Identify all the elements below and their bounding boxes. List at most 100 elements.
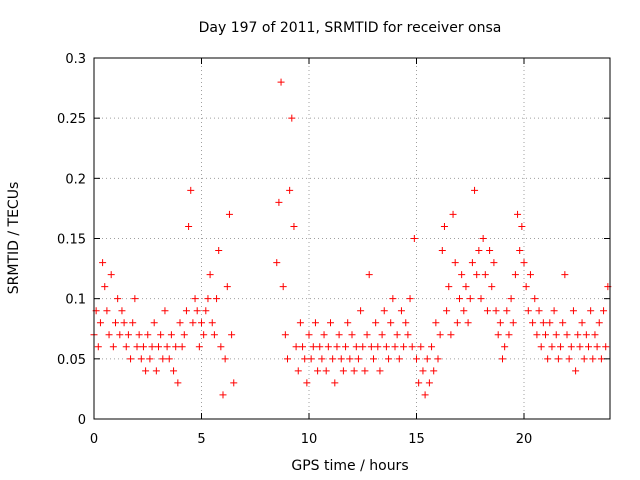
data-point — [359, 343, 367, 351]
data-point — [475, 247, 483, 255]
axis-ticks: 0 0.05 0.1 0.15 0.2 0.25 0.3 0 5 10 15 20 — [57, 52, 610, 447]
data-point — [602, 343, 610, 351]
data-point — [161, 307, 169, 315]
data-point — [320, 331, 328, 339]
y-tick-label: 0.05 — [57, 353, 86, 368]
data-point — [585, 343, 592, 351]
data-point — [367, 343, 375, 351]
data-point — [273, 259, 281, 267]
data-point — [443, 307, 451, 315]
data-point — [124, 331, 132, 339]
data-point — [284, 355, 291, 363]
data-point — [288, 114, 296, 122]
data-point — [554, 355, 562, 363]
data-point — [107, 271, 115, 279]
data-point — [99, 259, 107, 267]
y-tick-label: 0.15 — [57, 233, 86, 248]
data-point — [477, 295, 485, 303]
data-point — [533, 331, 541, 339]
data-point — [479, 235, 487, 242]
data-point — [148, 343, 156, 351]
data-point — [352, 343, 360, 351]
data-point — [372, 319, 380, 327]
data-point — [176, 319, 184, 327]
data-point — [114, 295, 122, 303]
plot-frame — [93, 57, 611, 420]
data-point — [582, 331, 590, 339]
data-point — [101, 283, 109, 291]
data-point — [182, 307, 190, 315]
data-point — [277, 78, 285, 86]
data-point — [544, 355, 552, 363]
data-point — [483, 307, 491, 315]
data-point — [118, 307, 126, 315]
data-point — [473, 271, 481, 279]
data-point — [305, 331, 313, 339]
data-point — [292, 343, 300, 351]
data-point — [350, 367, 358, 375]
data-point — [587, 307, 595, 315]
data-point — [516, 247, 524, 255]
data-point — [410, 235, 418, 242]
data-point — [180, 331, 188, 339]
data-point — [488, 283, 496, 291]
x-tick-label: 0 — [90, 432, 98, 447]
data-point — [432, 319, 440, 327]
data-point — [170, 367, 178, 375]
data-point — [109, 343, 117, 351]
data-point — [309, 343, 317, 351]
data-point — [303, 379, 311, 387]
data-point — [105, 331, 113, 339]
data-point — [434, 355, 442, 363]
data-point — [206, 271, 214, 279]
data-point — [370, 355, 377, 363]
data-point — [363, 331, 371, 339]
data-point — [462, 283, 470, 291]
data-point — [492, 307, 500, 315]
data-point — [557, 343, 565, 351]
y-tick-label: 0.3 — [65, 52, 86, 67]
data-point — [120, 319, 128, 327]
data-point — [324, 343, 332, 351]
data-point — [380, 307, 388, 315]
data-point — [307, 355, 315, 363]
data-point — [191, 295, 199, 303]
data-point — [348, 331, 356, 339]
y-tick-label: 0.25 — [57, 112, 86, 127]
data-point — [576, 343, 584, 351]
data-point — [460, 307, 468, 315]
data-point — [129, 319, 137, 327]
data-point — [311, 319, 319, 327]
data-point — [103, 307, 111, 315]
data-point — [591, 331, 599, 339]
data-point — [518, 222, 526, 230]
data-point — [137, 355, 145, 363]
data-point — [393, 331, 401, 339]
data-point — [423, 355, 431, 363]
data-point — [144, 331, 152, 339]
data-point — [202, 307, 210, 315]
data-point — [595, 319, 603, 327]
data-point — [157, 331, 165, 339]
data-point — [499, 355, 506, 363]
data-point — [481, 271, 489, 279]
data-point — [385, 355, 393, 363]
data-point — [391, 343, 399, 351]
data-point — [438, 247, 446, 255]
data-point — [215, 247, 223, 255]
data-point — [514, 210, 522, 218]
data-point — [395, 355, 403, 363]
gridlines — [94, 58, 610, 419]
y-tick-label: 0 — [78, 413, 86, 428]
data-point — [404, 331, 412, 339]
data-point — [342, 343, 350, 351]
data-point — [374, 343, 382, 351]
data-points — [90, 78, 612, 399]
data-point — [565, 355, 573, 363]
data-point — [490, 259, 498, 267]
data-point — [417, 343, 425, 351]
data-point — [150, 319, 158, 327]
data-point — [428, 343, 436, 351]
data-point — [279, 283, 287, 291]
data-point — [163, 343, 171, 351]
